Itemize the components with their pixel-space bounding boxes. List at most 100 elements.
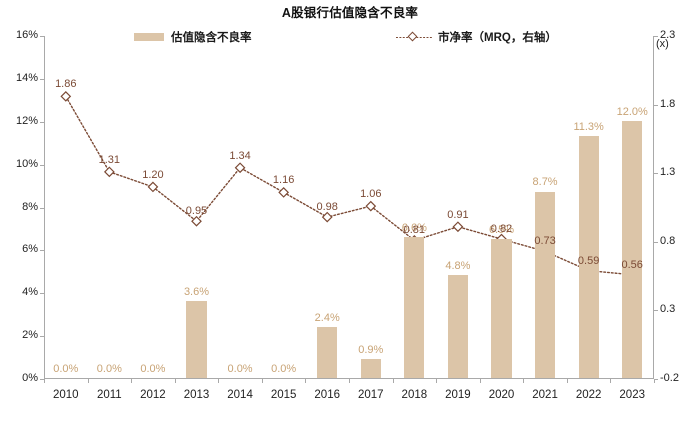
y-axis-right-tick-label: -0.2 [660,372,679,384]
legend-label-line: 市净率（MRQ，右轴） [438,32,557,44]
x-axis-tick-label: 2010 [52,389,79,401]
bar-data-label: 3.6% [183,285,210,298]
x-axis-tick-label: 2012 [140,389,166,401]
y-axis-right-tick-label: 1.3 [660,166,676,179]
line-series-svg [60,90,638,281]
y-axis-left-line [44,36,45,379]
line-marker-diamond [365,200,377,212]
bar [578,135,599,378]
y-axis-right-line [653,36,654,379]
bar-data-label: 0.0% [271,363,297,375]
y-axis-left-tick-label: 2% [22,329,38,342]
line-marker-diamond [191,215,202,227]
dotted-diamond-icon [396,31,432,42]
line-data-label: 0.82 [490,223,513,236]
line-data-label: 1.16 [272,174,295,187]
bar-data-label: 0.9% [358,343,384,356]
line-data-label: 1.86 [55,78,77,91]
line-data-label: 1.20 [142,168,164,181]
legend-item-line: 市净率（MRQ，右轴） [396,28,557,46]
x-axis-tick-label: 2017 [357,389,384,401]
y-axis-right-tick [654,36,658,37]
bar [186,300,207,378]
x-axis-tick [131,379,133,383]
bar-data-label: 8.7% [532,176,558,189]
x-axis-tick [566,379,568,383]
bar [360,358,381,378]
x-axis-tick-label: 2013 [183,389,210,401]
x-axis-tick [218,379,220,383]
y-axis-left-tick [40,336,44,338]
x-axis-tick-label: 2014 [227,389,253,401]
x-axis-tick [654,379,655,383]
line-data-label: 1.06 [360,188,382,201]
x-axis-tick-label: 2020 [488,389,515,401]
x-axis-tick [87,379,89,383]
x-axis-tick [349,379,350,383]
y-axis-right-tick [654,241,658,243]
line-marker-diamond [103,166,115,178]
y-axis-right-tick [654,310,658,312]
plot-area [40,36,658,383]
y-axis-right-tick-label: 0.3 [660,303,676,316]
y-axis-left-tick-label: 12% [15,114,38,127]
x-axis-tick [610,379,612,383]
y-axis-left-tick-label: 10% [15,157,38,170]
line-data-label: 0.91 [447,208,469,221]
x-axis-tick-label: 2022 [575,389,602,401]
y-axis-left-tick [40,121,44,123]
x-axis-tick [479,379,481,383]
line-marker-diamond [452,221,464,233]
y-axis-left-tick [40,293,44,295]
bar-data-label: 2.4% [314,311,340,324]
bar [317,326,338,378]
line-data-label: 0.73 [534,235,556,248]
x-axis-tick-label: 2021 [532,389,558,401]
bar-data-label: 6.6% [401,221,427,234]
line-data-label: 1.34 [229,149,251,162]
legend-label-bar: 估值隐含不良率 [171,32,252,44]
bar [447,275,468,378]
y-axis-right-tick-label: 1.8 [660,97,676,110]
bar-data-label: 0.0% [140,363,166,375]
y-axis-left-tick-label: 8% [22,200,38,213]
y-axis-left-tick-label: 16% [15,29,38,41]
line-marker-diamond [278,187,290,198]
x-axis-tick-label: 2016 [314,389,340,401]
line-data-label: 1.31 [98,153,121,166]
line-data-label: 0.81 [403,224,426,237]
bar-data-label: 0.0% [53,363,79,375]
x-axis-tick [436,379,438,383]
bar-swatch-icon [134,33,164,41]
y-axis-left-tick-label: 0% [22,372,38,384]
bar-data-label: 6.5% [488,223,515,236]
bar [404,236,425,378]
y-axis-right-tick [654,173,658,175]
line-marker-diamond [321,211,333,223]
bar [491,238,512,378]
x-axis-tick-label: 2023 [619,389,645,401]
line-data-label: 0.59 [577,254,600,267]
y-axis-right-unit-label: (x) [656,38,669,50]
y-axis-left-tick [40,78,44,80]
line-marker-diamond [234,162,246,174]
y-axis-right-tick-label: 0.8 [660,234,676,247]
y-axis-left-tick-label: 4% [22,286,38,299]
y-axis-right-tick [654,104,658,106]
line-marker-diamond [147,181,159,193]
bar-data-label: 11.3% [573,120,604,133]
y-axis-left-tick [40,207,44,209]
y-axis-right-tick [654,379,658,380]
chart-legend: 估值隐含不良率 市净率（MRQ，右轴） [0,28,700,46]
x-axis-tick-label: 2015 [270,389,297,401]
bar-data-label: 0.0% [96,363,122,375]
y-axis-left-tick [40,379,44,380]
x-axis-tick [44,379,45,383]
x-axis-tick [523,379,525,383]
bar-data-label: 12.0% [616,105,648,118]
bar [622,120,643,378]
y-axis-left-tick-label: 6% [22,243,38,256]
y-axis-left-tick [40,250,44,252]
bar-data-label: 0.0% [227,363,253,375]
